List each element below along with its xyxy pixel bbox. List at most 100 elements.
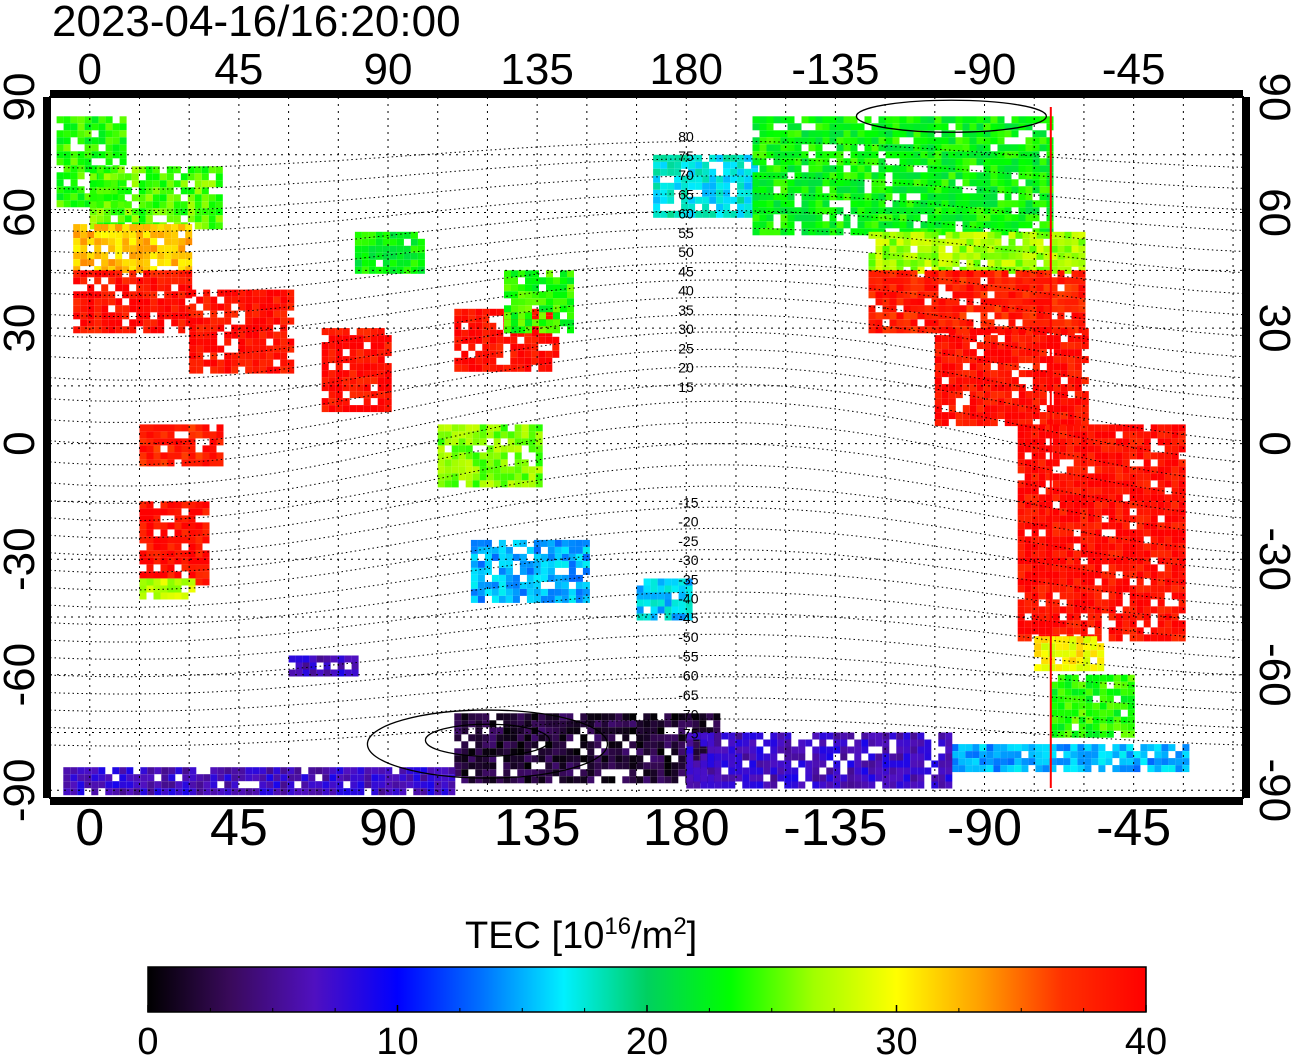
tec-cell [903, 739, 911, 747]
tec-cell [1039, 200, 1047, 208]
tec-cell [678, 606, 686, 614]
tec-cell [728, 767, 736, 775]
tec-cell [1073, 487, 1081, 495]
tec-cell [496, 308, 504, 316]
tec-region-usa [868, 270, 1086, 334]
tec-cell [231, 366, 239, 374]
tec-cell [1031, 445, 1039, 453]
tec-cell [1038, 627, 1046, 635]
tec-cell [808, 193, 816, 201]
tec-cell [173, 166, 181, 174]
tec-cell [496, 350, 504, 358]
tec-cell [871, 186, 879, 194]
tec-cell [139, 550, 147, 558]
tec-cell [1178, 536, 1186, 544]
tec-cell [526, 581, 534, 589]
tec-cell [389, 252, 397, 260]
tec-cell [1038, 480, 1046, 488]
tec-cell [56, 172, 64, 180]
tec-cell [1008, 259, 1016, 267]
tec-cell [454, 343, 462, 351]
tec-cell [126, 774, 134, 782]
tec-cell [454, 357, 462, 365]
tec-cell [157, 231, 165, 239]
tec-cell [224, 359, 232, 367]
tec-cell [273, 781, 281, 789]
tec-cell [1178, 445, 1186, 453]
tec-cell [493, 480, 501, 488]
tec-cell [1045, 585, 1053, 593]
tec-cell [178, 326, 186, 334]
tec-cell [475, 713, 483, 721]
tec-cell [321, 370, 329, 378]
tec-cell [252, 317, 260, 325]
tec-cell [406, 767, 414, 775]
tec-cell [815, 172, 823, 180]
tec-cell [202, 578, 210, 586]
tec-cell [777, 760, 785, 768]
tec-cell [990, 356, 998, 364]
tec-cell [692, 713, 700, 721]
tec-cell [1126, 758, 1134, 766]
colorbar-bar [147, 966, 1147, 1013]
tec-cell [1029, 238, 1037, 246]
tec-cell [122, 224, 130, 232]
tec-cell [794, 123, 802, 131]
tec-cell [547, 539, 555, 547]
tec-cell [700, 781, 708, 789]
tec-cell [962, 335, 970, 343]
tec-cell [1108, 557, 1116, 565]
tec-cell [194, 222, 202, 230]
tec-cell [195, 550, 203, 558]
tec-cell [622, 713, 630, 721]
tec-cell [528, 424, 536, 432]
tec-cell [889, 326, 897, 334]
contour-line [50, 366, 1243, 445]
tec-cell [110, 166, 118, 174]
tec-cell [454, 308, 462, 316]
tec-cell [1041, 643, 1049, 651]
tec-cell [535, 473, 543, 481]
tec-cell [920, 186, 928, 194]
tec-cell [1157, 431, 1165, 439]
tec-cell [1011, 151, 1019, 159]
tec-cell [1078, 312, 1086, 320]
tec-cell [1182, 765, 1190, 773]
tec-cell [80, 270, 88, 278]
tec-cell [552, 769, 560, 777]
tec-cell [685, 585, 693, 593]
tec-cell [224, 767, 232, 775]
tec-cell [657, 734, 665, 742]
tec-cell [1087, 480, 1095, 488]
tec-cell [1032, 179, 1040, 187]
tec-cell [96, 180, 104, 188]
tec-cell [801, 214, 809, 222]
tec-cell [892, 123, 900, 131]
tec-cell [539, 305, 546, 313]
contour-line [50, 400, 1243, 487]
tec-cell [629, 713, 637, 721]
tec-cell [857, 179, 865, 187]
tec-contours [50, 99, 1243, 779]
tec-cell [167, 571, 175, 579]
tec-cell [1015, 305, 1023, 313]
tec-cell [941, 172, 949, 180]
tec-cell [538, 776, 546, 784]
tec-cell [1059, 536, 1067, 544]
tec-cell [1101, 473, 1109, 481]
tec-cell [503, 734, 511, 742]
tec-cell [829, 172, 837, 180]
tec-cell [524, 769, 532, 777]
tec-cell [1038, 592, 1046, 600]
tec-cell [1178, 480, 1186, 488]
tec-cell [1011, 349, 1019, 357]
tec-cell [370, 349, 378, 357]
tec-cell [681, 175, 689, 183]
tec-cell [370, 370, 378, 378]
tec-cell [1098, 751, 1106, 759]
tec-cell [812, 767, 820, 775]
tec-cell [815, 165, 823, 173]
tec-cell [990, 207, 998, 215]
tec-cell [73, 291, 81, 299]
tec-cell [202, 571, 210, 579]
